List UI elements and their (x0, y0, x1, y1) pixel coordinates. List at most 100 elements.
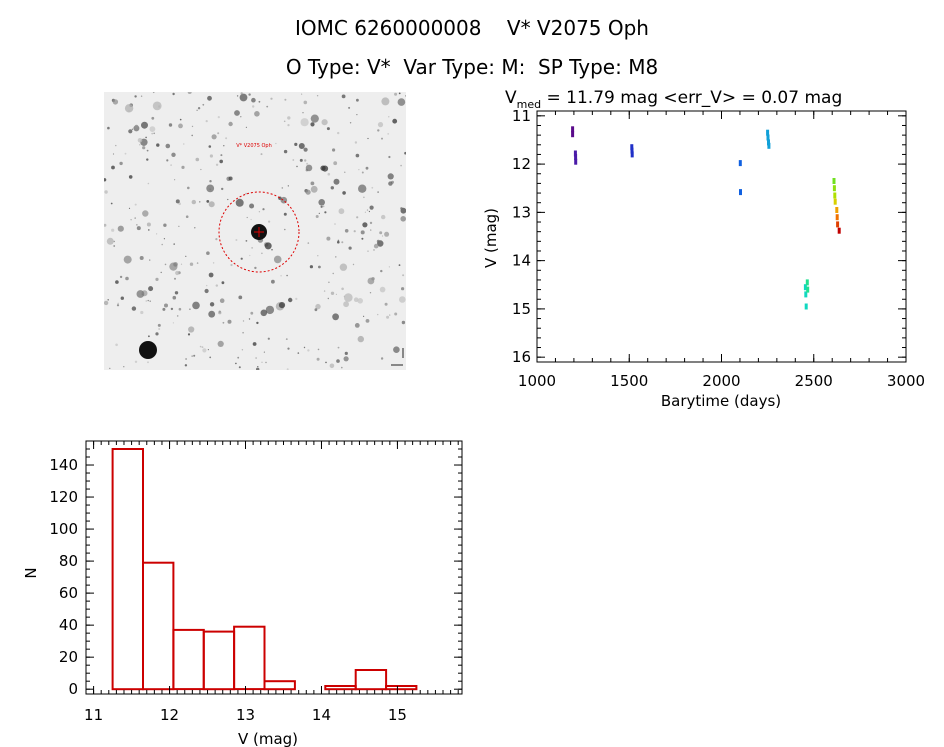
target-label: V* V2075 Oph (236, 143, 272, 149)
star-dot (140, 310, 144, 315)
star-dot (254, 266, 257, 270)
star-dot (369, 292, 372, 294)
star-dot (172, 92, 175, 96)
star-dot (314, 308, 318, 312)
star-dot (320, 205, 323, 208)
star-dot (357, 298, 363, 304)
star-dot (329, 363, 335, 369)
star-dot (323, 290, 326, 292)
star-dot (173, 262, 178, 267)
star-dot (258, 211, 261, 213)
histogram-bar (385, 685, 418, 691)
star-dot (348, 246, 352, 250)
star-dot (235, 198, 244, 207)
data-point (833, 198, 837, 205)
star-dot (206, 251, 210, 255)
light-curve-y-label: V (mag) (482, 208, 500, 268)
data-point (574, 158, 578, 165)
star-dot (381, 235, 384, 237)
star-dot (260, 309, 268, 317)
star-dot (173, 243, 175, 245)
y-tick-label: 80 (59, 552, 78, 570)
star-dot (209, 154, 213, 158)
data-point (837, 227, 841, 234)
star-dot (215, 238, 218, 241)
star-dot (353, 230, 356, 233)
star-dot (271, 248, 273, 251)
star-dot (107, 299, 109, 301)
star-dot (245, 192, 247, 195)
star-dot (156, 143, 160, 147)
star-dot (404, 151, 406, 155)
star-dot (211, 134, 217, 140)
data-point (803, 284, 807, 291)
star-dot (287, 116, 291, 120)
star-dot (191, 199, 196, 205)
y-tick-label: 100 (49, 520, 78, 538)
star-dot (189, 262, 194, 266)
star-dot (283, 120, 286, 123)
star-dot (217, 132, 220, 135)
star-dot (128, 175, 133, 179)
star-dot (303, 346, 306, 349)
light-curve-axes: 1000 1500 2000 2500 3000 11 12 13 14 15 16 (512, 107, 925, 390)
star-dot (191, 355, 194, 357)
star-dot (223, 145, 225, 147)
star-dot (117, 225, 124, 232)
star-dot (344, 293, 353, 302)
star-dot (171, 152, 176, 157)
y-tick-label: 20 (59, 648, 78, 666)
star-dot (217, 116, 220, 119)
data-point (835, 214, 839, 221)
star-dot (380, 357, 384, 360)
star-dot (104, 223, 107, 227)
star-dot (163, 223, 167, 227)
star-dot (344, 351, 348, 355)
star-dot (222, 321, 225, 324)
star-dot (209, 302, 215, 307)
star-dot (152, 101, 162, 111)
star-dot (298, 143, 305, 149)
star-dot (368, 210, 370, 213)
star-dot (157, 323, 161, 327)
star-dot (332, 272, 334, 275)
star-dot (361, 237, 364, 240)
star-dot (364, 211, 366, 213)
star-dot (178, 307, 182, 311)
star-dot (343, 356, 349, 362)
star-dot (168, 123, 173, 127)
star-dot (130, 219, 132, 221)
target-marker (254, 227, 264, 237)
data-point (739, 189, 742, 196)
histogram-bar (354, 669, 388, 691)
star-dot (161, 243, 163, 246)
star-dot (192, 301, 200, 310)
star-dot (178, 123, 183, 129)
star-dot (283, 212, 287, 216)
star-dot (388, 155, 391, 159)
star-dot (318, 199, 325, 206)
histogram-bar (111, 448, 144, 691)
star-dot (299, 158, 303, 162)
star-dot (370, 229, 372, 231)
star-dot (369, 205, 374, 210)
star-dot (170, 164, 172, 166)
data-point (804, 303, 808, 310)
star-dot (337, 131, 340, 135)
star-dot (228, 176, 233, 181)
bright-star (139, 341, 157, 359)
star-dot (221, 187, 224, 191)
star-dot (335, 256, 337, 258)
star-dot (283, 149, 288, 154)
star-dot (306, 162, 309, 165)
star-dot (185, 215, 189, 218)
star-dot (400, 216, 406, 222)
star-dot (332, 313, 339, 321)
star-dot (107, 126, 110, 130)
star-dot (106, 237, 114, 245)
star-dot (207, 95, 212, 101)
star-dot (156, 233, 158, 235)
star-dot (316, 95, 319, 97)
star-dot (172, 295, 177, 300)
star-dot (191, 125, 194, 128)
